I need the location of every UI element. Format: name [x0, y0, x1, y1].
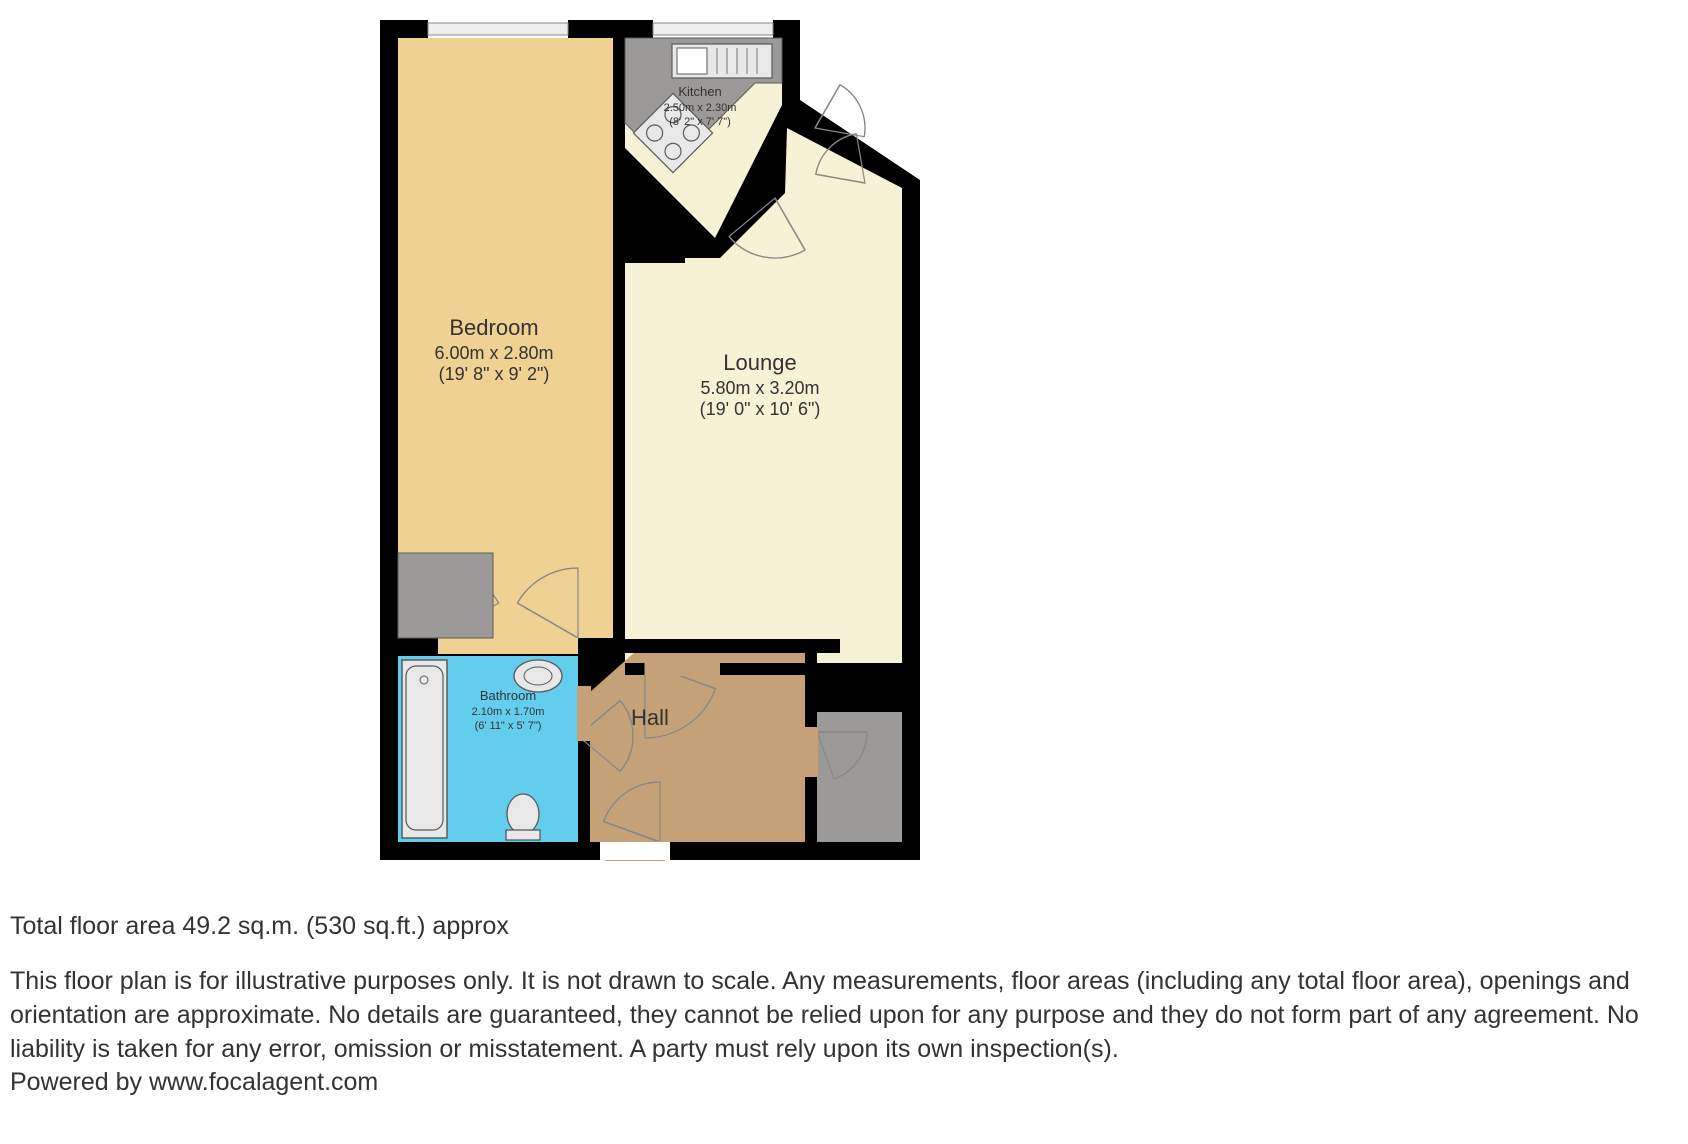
- lounge-metric: 5.80m x 3.20m: [700, 378, 819, 398]
- floorplan: Bedroom 6.00m x 2.80m(19' 8" x 9' 2") Loun…: [0, 0, 1688, 880]
- lounge-imperial: (19' 0" x 10' 6"): [700, 399, 821, 419]
- kitchen-label: Kitchen: [678, 84, 721, 99]
- kitchen-imperial: (8' 2" x 7' 7"): [669, 116, 731, 128]
- bedroom-metric: 6.00m x 2.80m: [434, 343, 553, 363]
- bedroom-label: Bedroom: [449, 315, 538, 340]
- hall-label: Hall: [631, 705, 669, 730]
- total-floor-area: Total floor area 49.2 sq.m. (530 sq.ft.)…: [10, 910, 509, 944]
- bathroom-label: Bathroom: [480, 688, 536, 703]
- kitchen-metric: 2.50m x 2.30m: [664, 102, 737, 114]
- lounge-label: Lounge: [723, 350, 796, 375]
- disclaimer-body: This floor plan is for illustrative purp…: [10, 967, 1639, 1063]
- bedroom-imperial: (19' 8" x 9' 2"): [439, 364, 550, 384]
- powered-by: Powered by www.focalagent.com: [10, 1068, 378, 1096]
- bathroom-imperial: (6' 11" x 5' 7"): [475, 720, 542, 732]
- disclaimer-text: This floor plan is for illustrative purp…: [10, 965, 1678, 1100]
- bathroom-metric: 2.10m x 1.70m: [472, 706, 545, 718]
